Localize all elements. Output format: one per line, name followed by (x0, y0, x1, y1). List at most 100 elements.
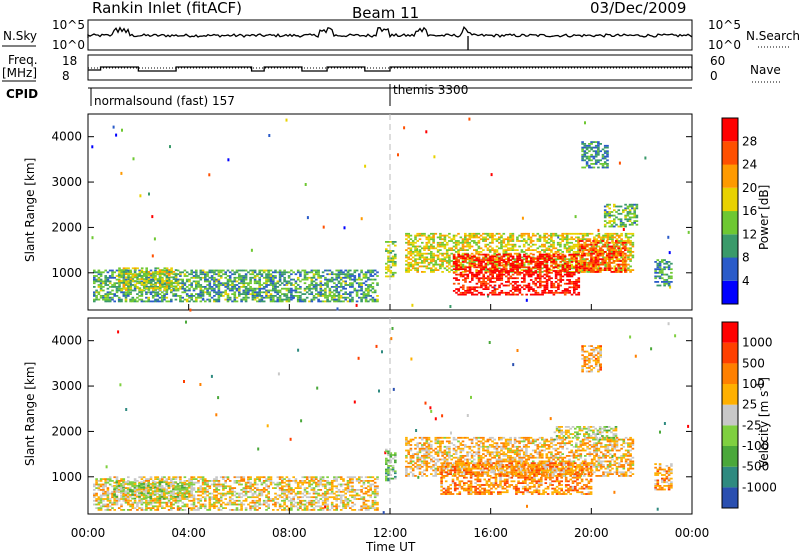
heatmap-cell-region-0 (213, 496, 216, 499)
heatmap-cell-region-7 (617, 218, 621, 221)
heatmap-cell-region-0 (111, 496, 114, 499)
heatmap-cell-region-3 (565, 258, 569, 261)
heatmap-cell-region-3 (552, 240, 555, 242)
heatmap-cell-region-0 (355, 278, 359, 281)
heatmap-cell-region-1 (136, 267, 139, 270)
heatmap-cell-region-0 (181, 282, 184, 285)
heatmap-cell-region-0 (204, 483, 207, 486)
heatmap-cell-region-0 (217, 480, 221, 482)
heatmap-cell-region-4 (498, 293, 501, 296)
heatmap-cell-region-3 (484, 258, 487, 261)
heatmap-cell-region-4 (482, 288, 485, 290)
heatmap-cell-region-3 (502, 249, 506, 251)
heatmap-cell-region-3 (597, 265, 601, 268)
heatmap-cell-region-3 (479, 247, 483, 250)
heatmap-cell-region-3 (613, 245, 617, 248)
heatmap-cell-region-0 (181, 505, 184, 508)
heatmap-cell-region-3 (409, 269, 413, 271)
heatmap-cell-region-0 (95, 507, 98, 509)
heatmap-cell-region-0 (111, 298, 114, 301)
heatmap-cell-region-4 (496, 293, 499, 296)
heatmap-cell-region-3 (466, 261, 469, 264)
heatmap-cell-region-4 (557, 273, 560, 276)
heatmap-cell-region-0 (281, 273, 284, 276)
heatmap-speck (487, 294, 489, 298)
heatmap-cell-region-0 (111, 284, 114, 286)
heatmap-cell-region-2 (391, 259, 395, 261)
heatmap-cell-region-0 (190, 494, 193, 497)
heatmap-cell-region-4 (452, 282, 456, 285)
heatmap-cell-region-3 (599, 261, 603, 264)
heatmap-cell-region-4 (557, 270, 560, 272)
heatmap-cell-region-1 (170, 280, 173, 282)
heatmap-cell-region-3 (608, 238, 612, 241)
heatmap-cell-region-0 (120, 287, 123, 290)
heatmap-cell-region-0 (115, 489, 119, 491)
heatmap-cell-region-0 (224, 284, 227, 286)
heatmap-cell-region-3 (495, 263, 499, 266)
heatmap-cell-region-2 (389, 261, 393, 263)
heatmap-cell-region-7 (613, 214, 616, 217)
heatmap-cell-region-1 (156, 280, 160, 282)
heatmap-cell-region-0 (315, 293, 318, 295)
heatmap-cell-region-0 (272, 300, 275, 303)
heatmap-cell-region-0 (240, 276, 243, 279)
heatmap-cell-region-0 (102, 295, 105, 297)
heatmap-cell-region-0 (201, 478, 205, 480)
heatmap-cell-region-0 (206, 293, 209, 295)
heatmap-cell-region-4 (529, 259, 533, 261)
heatmap-cell-region-4 (505, 275, 508, 278)
heatmap-cell-region-3 (622, 269, 626, 271)
heatmap-cell-region-3 (513, 258, 517, 261)
heatmap-cell-region-3 (430, 269, 433, 271)
heatmap-cell-region-3 (498, 236, 501, 239)
heatmap-cell-region-5 (624, 245, 627, 248)
heatmap-cell-region-3 (418, 265, 422, 268)
heatmap-cell-region-0 (308, 287, 311, 290)
heatmap-cell-region-3 (565, 267, 569, 270)
heatmap-cell-region-3 (595, 245, 598, 248)
heatmap-cell-region-0 (108, 476, 112, 479)
heatmap-cell-region-3 (414, 258, 417, 261)
heatmap-cell-region-4 (498, 257, 501, 260)
heatmap-cell-region-4 (545, 255, 549, 258)
heatmap-cell-region-1 (122, 283, 126, 286)
heatmap-cell-region-0 (253, 271, 257, 274)
heatmap-cell-region-4 (468, 281, 472, 283)
heatmap-cell-region-0 (99, 280, 103, 283)
heatmap-cell-region-0 (226, 269, 230, 272)
heatmap-cell-region-0 (99, 275, 103, 277)
heatmap-cell-region-3 (448, 254, 451, 257)
heatmap-cell-region-0 (244, 269, 248, 272)
heatmap-cell-region-0 (151, 291, 155, 294)
heatmap-cell-region-4 (534, 291, 538, 294)
heatmap-cell-region-0 (122, 478, 126, 480)
heatmap-cell-region-4 (523, 255, 526, 258)
heatmap-cell-region-4 (527, 284, 531, 287)
heatmap-cell-region-0 (97, 291, 101, 294)
heatmap-cell-region-3 (554, 232, 558, 235)
heatmap-cell-region-0 (358, 296, 361, 299)
heatmap-cell-region-0 (242, 291, 246, 294)
heatmap-cell-region-4 (491, 262, 494, 265)
heatmap-cell-region-5 (601, 240, 604, 242)
heatmap-cell-region-0 (215, 273, 218, 276)
heatmap-cell-region-4 (520, 261, 524, 263)
heatmap-cell-region-5 (619, 271, 623, 273)
heatmap-cell-region-0 (106, 291, 110, 294)
heatmap-cell-region-5 (592, 271, 595, 273)
heatmap-cell-region-0 (149, 503, 153, 506)
heatmap-cell-region-0 (99, 287, 103, 290)
heatmap-cell-region-3 (615, 252, 619, 255)
heatmap-cell-region-3 (627, 256, 630, 259)
heatmap-cell-region-0 (185, 503, 189, 506)
sky-noise-line (87, 25, 693, 39)
heatmap-cell-region-4 (516, 286, 519, 289)
heatmap-cell-region-4 (543, 288, 547, 290)
heatmap-cell-region-0 (199, 476, 203, 479)
heatmap-cell-region-0 (201, 503, 205, 506)
heatmap-cell-region-0 (151, 492, 155, 495)
heatmap-cell-region-3 (545, 232, 549, 235)
heatmap-cell-region-6 (601, 166, 605, 169)
heatmap-cell-region-6 (603, 152, 607, 154)
